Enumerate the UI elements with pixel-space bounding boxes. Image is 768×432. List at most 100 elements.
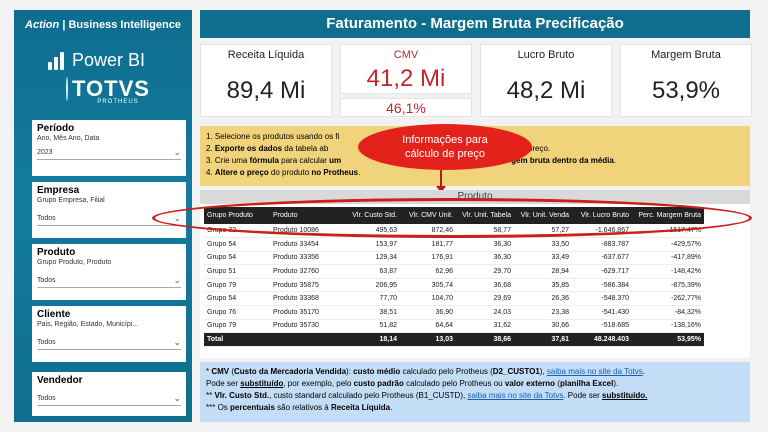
filter-subtitle: Grupo Produto, Produto xyxy=(37,259,112,266)
table-cell: 176,91 xyxy=(400,251,456,266)
totvs-logo: TOTVS PROTHEUS xyxy=(66,76,149,105)
chevron-down-icon: ⌄ xyxy=(173,275,181,285)
table-cell: -138,16% xyxy=(632,319,704,334)
totvs-word: TOTVS xyxy=(72,76,150,101)
kpi-cmv-percent[interactable]: 46,1% xyxy=(340,98,472,117)
table-cell: 28,94 xyxy=(514,264,572,279)
kpi-label: CMV xyxy=(393,49,419,61)
table-cell: 63,87 xyxy=(342,264,400,279)
filter-select-periodo[interactable]: 2023 ⌄ xyxy=(37,148,181,160)
kpi-value: 53,9% xyxy=(651,77,721,104)
table-row[interactable]: Grupo 79 Produto 35730 51,82 64,64 31,62 30,6… xyxy=(204,319,704,334)
page-title: Faturamento - Margem Bruta Precificação xyxy=(200,10,750,38)
table-cell: 51,82 xyxy=(342,319,400,334)
callout-line-1: Informações para xyxy=(402,134,488,146)
note-1: * CMV (Custo da Mercadoria Vendida): cus… xyxy=(206,367,646,376)
table-cell: Grupo 51 xyxy=(204,264,270,279)
table-row[interactable]: Grupo 54 Produto 33356 129,34 176,91 36,30 33… xyxy=(204,251,704,266)
totvs-link[interactable]: saiba mais no site da Totvs xyxy=(467,391,564,400)
powerbi-label: Power BI xyxy=(72,50,146,70)
filter-value: Todos xyxy=(37,277,56,284)
table-cell: 104,70 xyxy=(400,291,456,307)
table-cell: 129,34 xyxy=(342,251,400,266)
table-row[interactable]: Grupo 51 Produto 32760 63,87 62,96 29,70 28,9… xyxy=(204,264,704,279)
filter-title: Vendedor xyxy=(37,375,83,386)
table-row[interactable]: Grupo 54 Produto 33454 153,97 181,77 36,30 33… xyxy=(204,237,704,252)
kpi-receita-liquida[interactable]: Receita Líquida 89,4 Mi xyxy=(200,44,332,117)
note-3: ** Vlr. Custo Std., custo standard calcu… xyxy=(206,391,648,400)
total-cell: 37,61 xyxy=(514,332,572,348)
table-cell: -637.677 xyxy=(572,251,632,266)
instruction-4: 4. Altere o preço do produto no Protheus… xyxy=(206,168,361,177)
table-cell: 36,68 xyxy=(456,278,514,293)
table-row[interactable]: Grupo 79 Produto 35875 206,95 305,74 36,68 35… xyxy=(204,278,704,293)
powerbi-logo: Power BI xyxy=(48,50,145,71)
filter-produto: Produto Grupo Produto, Produto Todos ⌄ xyxy=(32,244,186,300)
table-cell: 181,77 xyxy=(400,237,456,252)
table-cell: Produto 32760 xyxy=(270,264,342,279)
table-cell: Grupo 54 xyxy=(204,291,270,307)
filter-title: Produto xyxy=(37,247,76,258)
product-table[interactable]: Grupo Produto Produto Vlr. Custo Std. Vl… xyxy=(204,207,704,348)
filter-value: Todos xyxy=(37,339,56,346)
table-cell: 26,36 xyxy=(514,291,572,307)
table-cell: 23,38 xyxy=(514,305,572,320)
filter-subtitle: Ano, Mês Ano, Data xyxy=(37,135,100,142)
kpi-cmv[interactable]: CMV 41,2 Mi xyxy=(340,44,472,94)
totvs-globe-icon xyxy=(66,77,68,101)
callout-line-2: cálculo de preço xyxy=(404,148,486,160)
table-cell: -148,42% xyxy=(632,264,704,279)
callout-bubble: Informações para cálculo de preço xyxy=(358,124,532,170)
table-cell: Produto 35875 xyxy=(270,278,342,293)
filter-select-cliente[interactable]: Todos ⌄ xyxy=(37,338,181,350)
totvs-link[interactable]: saiba mais no site da Totvs xyxy=(546,367,643,376)
table-cell: 36,30 xyxy=(456,237,514,252)
note-2: Pode ser substituído, por exemplo, pelo … xyxy=(206,379,619,388)
table-cell: 77,70 xyxy=(342,291,400,307)
table-cell: -429,57% xyxy=(632,237,704,252)
table-cell: 33,50 xyxy=(514,237,572,252)
filter-empresa: Empresa Grupo Empresa, Filial Todos ⌄ xyxy=(32,182,186,238)
table-cell: -417,89% xyxy=(632,251,704,266)
brand-line: Action | Business Intelligence xyxy=(14,19,192,31)
table-cell: 24,03 xyxy=(456,305,514,320)
filter-title: Empresa xyxy=(37,185,80,196)
kpi-margem-bruta[interactable]: Margem Bruta 53,9% xyxy=(620,44,752,117)
filter-subtitle: Pais, Região, Estado, Municípi... xyxy=(37,321,139,328)
table-cell: 36,30 xyxy=(456,251,514,266)
total-cell: 13,03 xyxy=(400,332,456,348)
table-cell: Grupo 79 xyxy=(204,319,270,334)
table-cell: Produto 35170 xyxy=(270,305,342,320)
kpi-value: 48,2 Mi xyxy=(506,77,586,104)
filter-subtitle: Grupo Empresa, Filial xyxy=(37,197,105,204)
table-cell: -518.685 xyxy=(572,319,632,334)
totvs-sub: PROTHEUS xyxy=(97,99,139,105)
powerbi-icon xyxy=(48,51,66,70)
filter-select-vendedor[interactable]: Todos ⌄ xyxy=(37,394,181,406)
table-cell: 30,66 xyxy=(514,319,572,334)
table-row[interactable]: Grupo 54 Produto 33368 77,70 104,70 29,69 26,… xyxy=(204,291,704,307)
table-cell: 35,85 xyxy=(514,278,572,293)
table-cell: Produto 33454 xyxy=(270,237,342,252)
table-cell: -875,39% xyxy=(632,278,704,293)
table-cell: -541.430 xyxy=(572,305,632,320)
total-cell: 18,14 xyxy=(342,332,400,348)
total-cell: 38,66 xyxy=(456,332,514,348)
filter-value: 2023 xyxy=(37,149,53,156)
table-row[interactable]: Grupo 76 Produto 35170 38,51 36,90 24,03 23,3… xyxy=(204,305,704,320)
table-cell: Grupo 54 xyxy=(204,251,270,266)
brand-separator: | xyxy=(59,19,69,31)
table-cell: 38,51 xyxy=(342,305,400,320)
table-cell: Produto 33368 xyxy=(270,291,342,307)
filter-title: Cliente xyxy=(37,309,71,320)
filter-select-produto[interactable]: Todos ⌄ xyxy=(37,276,181,288)
table-cell: 29,70 xyxy=(456,264,514,279)
chevron-down-icon: ⌄ xyxy=(173,337,181,347)
chevron-down-icon: ⌄ xyxy=(173,147,181,157)
table-cell: 31,62 xyxy=(456,319,514,334)
table-cell: 206,95 xyxy=(342,278,400,293)
kpi-lucro-bruto[interactable]: Lucro Bruto 48,2 Mi xyxy=(480,44,612,117)
notes-panel: * CMV (Custo da Mercadoria Vendida): cus… xyxy=(200,362,750,422)
table-cell: 62,96 xyxy=(400,264,456,279)
